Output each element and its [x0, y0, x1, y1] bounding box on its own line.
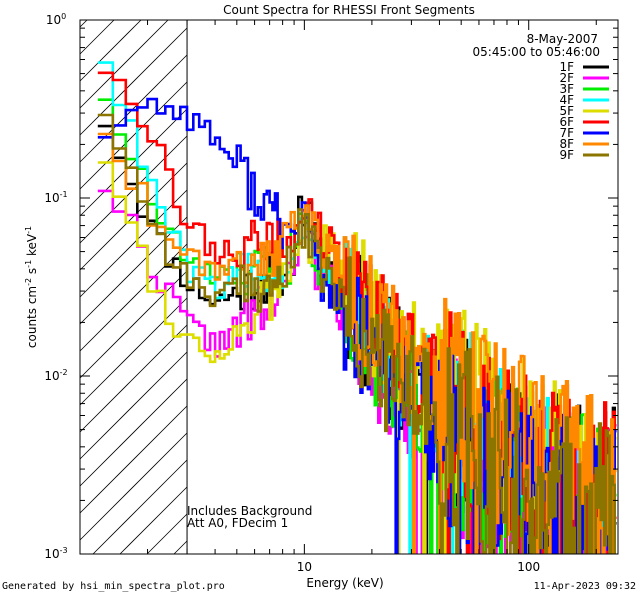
x-tick-label: 10: [297, 560, 312, 574]
legend-label-9f: 9F: [559, 148, 574, 162]
hatch-line: [79, 19, 142, 82]
annotation-background: Includes Background: [187, 504, 312, 518]
footer-generated-by: Generated by hsi_min_spectra_plot.pro: [2, 581, 225, 592]
hatch-line: [79, 432, 188, 541]
axis-ticks: 10 100 10-3 10-2 10-1 100: [44, 12, 618, 574]
hatch-line: [79, 19, 115, 55]
hatch-line: [79, 405, 188, 514]
y-tick-label: 10-2: [44, 368, 67, 383]
footer-timestamp: 11-Apr-2023 09:32: [533, 581, 636, 592]
legend-label-6f: 6F: [559, 115, 574, 129]
hatch-line: [79, 324, 188, 433]
y-tick-label: 100: [46, 12, 66, 27]
legend-label-4f: 4F: [559, 93, 574, 107]
legend-label-8f: 8F: [559, 137, 574, 151]
hatch-line: [79, 27, 188, 136]
hatch-line: [79, 19, 88, 28]
hatch-line: [119, 486, 188, 555]
hatch-line: [79, 270, 188, 379]
hatch-line: [173, 540, 188, 555]
x-axis-label: Energy (keV): [306, 576, 383, 590]
chart-title: Count Spectra for RHESSI Front Segments: [223, 3, 475, 17]
annotation-attenuator: Att A0, FDecim 1: [187, 516, 288, 530]
legend-label-1f: 1F: [559, 60, 574, 74]
hatch-line: [79, 19, 169, 109]
hatch-line: [79, 351, 188, 460]
legend-label-5f: 5F: [559, 104, 574, 118]
hatch-line: [79, 54, 188, 163]
legend-label-7f: 7F: [559, 126, 574, 140]
time-range-label: 05:45:00 to 05:46:00: [473, 45, 600, 59]
hatch-line: [146, 513, 188, 555]
hatch-line: [79, 378, 188, 487]
x-tick-label: 100: [517, 560, 540, 574]
hatch-line: [79, 108, 188, 217]
series-layer: [97, 61, 617, 554]
series-9f: [97, 113, 616, 554]
legend-label-2f: 2F: [559, 71, 574, 85]
y-axis-label: counts cm-2 s-1 keV-1: [24, 226, 39, 348]
y-tick-label: 10-3: [44, 546, 67, 561]
hatch-line: [79, 162, 188, 271]
hatch-line: [92, 459, 188, 555]
date-label: 8-May-2007: [527, 32, 598, 46]
hatch-line: [79, 81, 188, 190]
hatch-line: [79, 216, 188, 325]
hatched-region: [79, 19, 188, 555]
y-tick-label: 10-1: [44, 190, 67, 205]
hatch-line: [79, 297, 188, 406]
hatch-line: [79, 189, 188, 298]
hatch-line: [79, 243, 188, 352]
plot-frame: [79, 19, 619, 555]
legend-label-3f: 3F: [559, 82, 574, 96]
